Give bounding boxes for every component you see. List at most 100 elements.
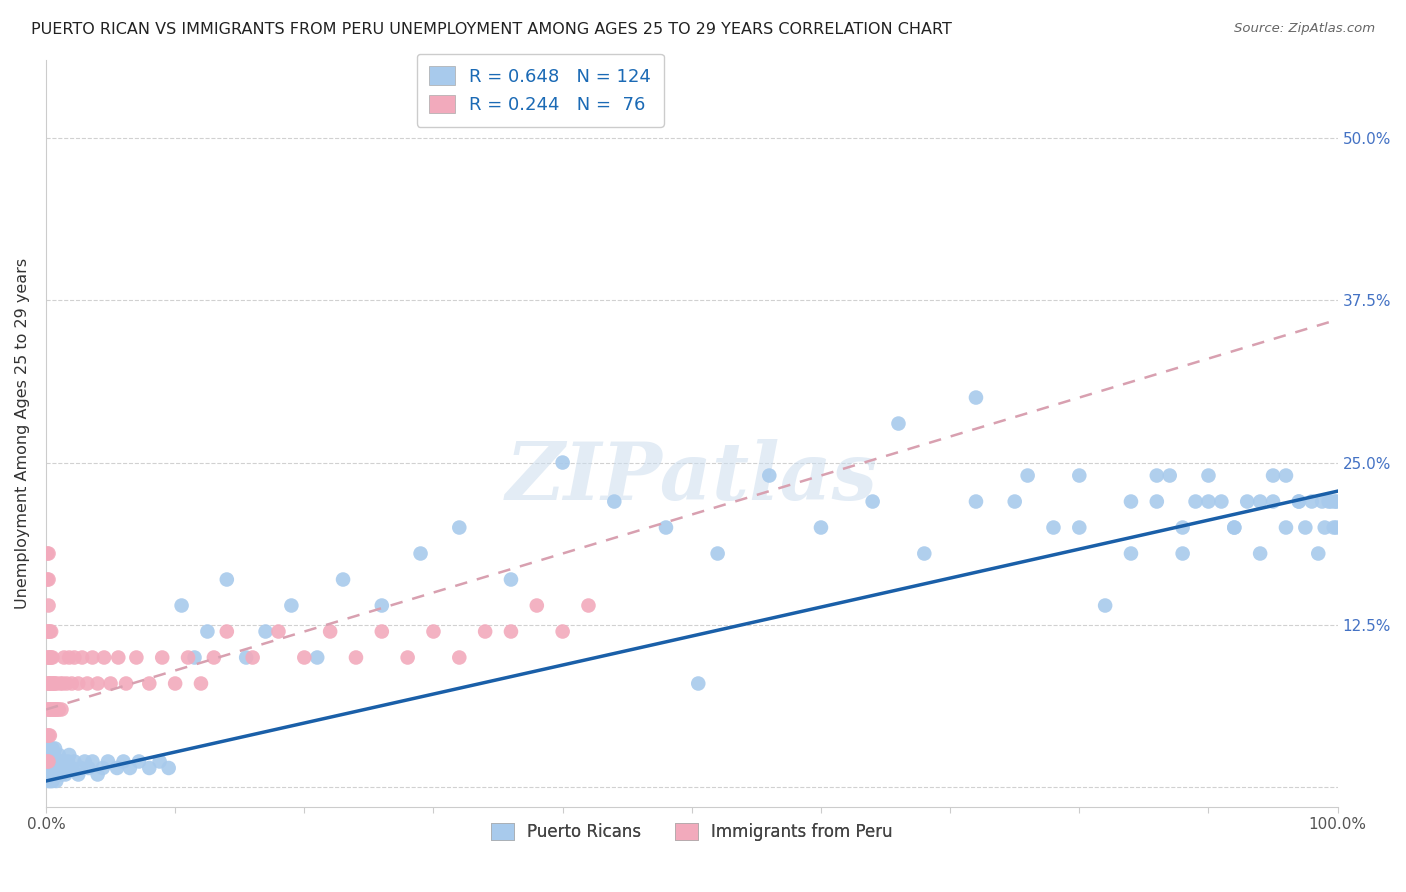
Point [38,676,60,690]
Point [197,624,219,639]
Point [706,547,728,561]
Y-axis label: Unemployment Among Ages 25 to 29 years: Unemployment Among Ages 25 to 29 years [15,258,30,609]
Point [499,624,522,639]
Point [1310,494,1333,508]
Point [58,650,80,665]
Point [86,676,108,690]
Point [38,755,60,769]
Point [215,573,238,587]
Point [38,624,60,639]
Point [1324,494,1347,508]
Point [37,767,59,781]
Point [1294,520,1316,534]
Point [38,547,60,561]
Point [1288,494,1310,508]
Point [55,761,77,775]
Point [73,755,96,769]
Point [1069,520,1091,534]
Point [44,767,66,781]
Point [48,702,70,716]
Point [267,624,290,639]
Point [1198,468,1220,483]
Point [42,767,65,781]
Point [52,761,75,775]
Point [1184,494,1206,508]
Point [1146,468,1168,483]
Point [1119,494,1142,508]
Point [1261,468,1284,483]
Point [93,650,115,665]
Point [38,761,60,775]
Point [499,573,522,587]
Point [655,520,678,534]
Point [76,676,98,690]
Point [37,702,59,716]
Point [1042,520,1064,534]
Point [1211,494,1233,508]
Point [63,755,86,769]
Point [319,624,342,639]
Point [603,494,626,508]
Point [1249,494,1271,508]
Point [38,702,60,716]
Point [38,774,60,789]
Point [38,624,60,639]
Point [38,761,60,775]
Point [37,624,59,639]
Point [41,702,63,716]
Point [42,761,65,775]
Point [1171,547,1194,561]
Point [37,741,59,756]
Point [37,761,59,775]
Point [53,767,76,781]
Point [138,761,160,775]
Point [38,741,60,756]
Point [49,755,72,769]
Point [235,650,257,665]
Point [52,676,75,690]
Point [1017,468,1039,483]
Point [1004,494,1026,508]
Point [82,755,104,769]
Point [1069,468,1091,483]
Point [1313,520,1336,534]
Point [1301,494,1323,508]
Text: ZIPatlas: ZIPatlas [506,440,877,516]
Point [39,755,62,769]
Point [60,676,83,690]
Point [41,774,63,789]
Point [112,755,135,769]
Point [138,676,160,690]
Point [280,599,302,613]
Point [70,761,93,775]
Point [38,650,60,665]
Point [53,650,76,665]
Point [551,456,574,470]
Point [1288,494,1310,508]
Point [86,767,108,781]
Point [41,650,63,665]
Point [48,747,70,762]
Point [190,676,212,690]
Point [44,741,66,756]
Point [38,676,60,690]
Point [150,650,173,665]
Point [38,755,60,769]
Point [70,650,93,665]
Point [115,676,138,690]
Point [39,767,62,781]
Point [1249,547,1271,561]
Point [39,747,62,762]
Point [82,650,104,665]
Point [1223,520,1246,534]
Point [242,650,264,665]
Point [165,676,187,690]
Point [51,702,73,716]
Point [1261,494,1284,508]
Point [42,747,65,762]
Point [53,755,76,769]
Point [77,761,100,775]
Point [38,741,60,756]
Point [56,755,79,769]
Point [474,624,496,639]
